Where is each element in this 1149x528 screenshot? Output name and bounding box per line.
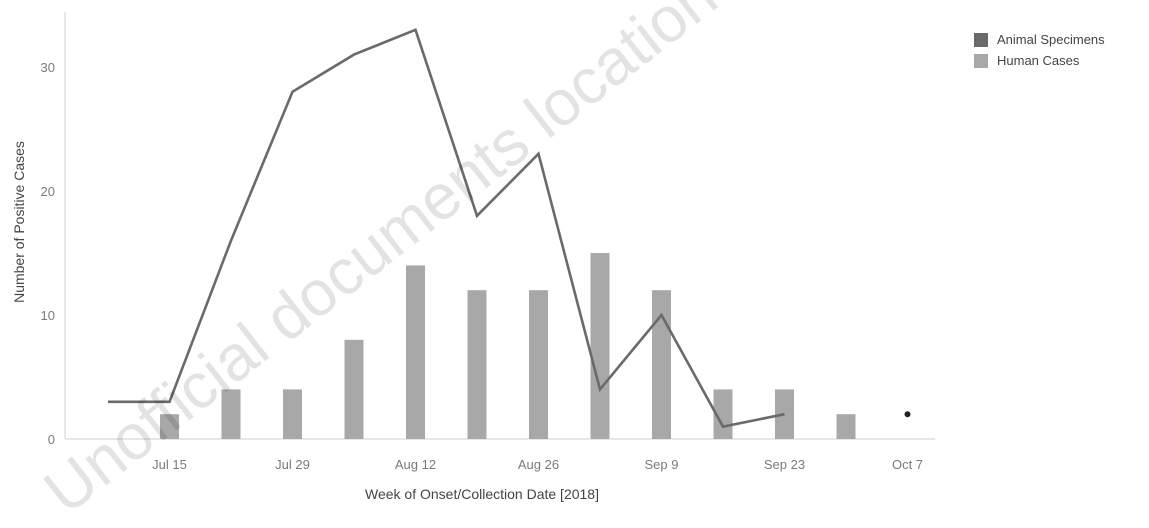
bar-human-cases (529, 290, 548, 439)
legend-swatch-human (974, 53, 988, 68)
bar-human-cases (406, 265, 425, 439)
line-segment-animal-specimens (108, 28, 785, 429)
y-axis-title: Number of Positive Cases (11, 141, 27, 303)
x-tick-label: Aug 26 (518, 457, 559, 472)
legend-item-human: Human Cases (974, 50, 1105, 71)
bar-human-cases (344, 339, 364, 439)
legend: Animal Specimens Human Cases (974, 29, 1105, 71)
x-tick-label: Jul 29 (275, 457, 310, 472)
y-tick-label: 0 (48, 432, 55, 447)
chart: 0 10 20 30 Jul 15 Jul 29 Aug 12 Aug 26 Sep 9 Sep … (11, 12, 935, 502)
axes (64, 12, 935, 440)
y-tick-label: 30 (41, 60, 55, 75)
x-tick-label: Jul 15 (152, 457, 187, 472)
y-tick-label: 20 (41, 184, 55, 199)
y-tick-label: 10 (41, 308, 55, 323)
line-animal-specimens (108, 28, 911, 429)
x-tick-label: Sep 9 (645, 457, 679, 472)
x-tick-label: Oct 7 (892, 457, 923, 472)
bars-human-cases (160, 253, 856, 439)
bar-human-cases (590, 253, 610, 439)
x-tick-label: Sep 23 (764, 457, 805, 472)
bar-human-cases (467, 290, 487, 439)
bar-human-cases (836, 414, 856, 439)
legend-label-animal: Animal Specimens (997, 32, 1105, 47)
x-axis-title: Week of Onset/Collection Date [2018] (365, 486, 599, 502)
bar-human-cases (160, 414, 179, 439)
bar-human-cases (652, 290, 671, 439)
bar-human-cases (221, 389, 241, 439)
tick-labels: 0 10 20 30 Jul 15 Jul 29 Aug 12 Aug 26 Sep 9 Sep … (41, 60, 924, 472)
legend-label-human: Human Cases (997, 53, 1080, 68)
legend-item-animal: Animal Specimens (974, 29, 1105, 50)
x-tick-label: Aug 12 (395, 457, 436, 472)
point-animal-specimens (904, 411, 911, 418)
legend-swatch-animal (974, 32, 988, 47)
bar-human-cases (283, 389, 302, 439)
